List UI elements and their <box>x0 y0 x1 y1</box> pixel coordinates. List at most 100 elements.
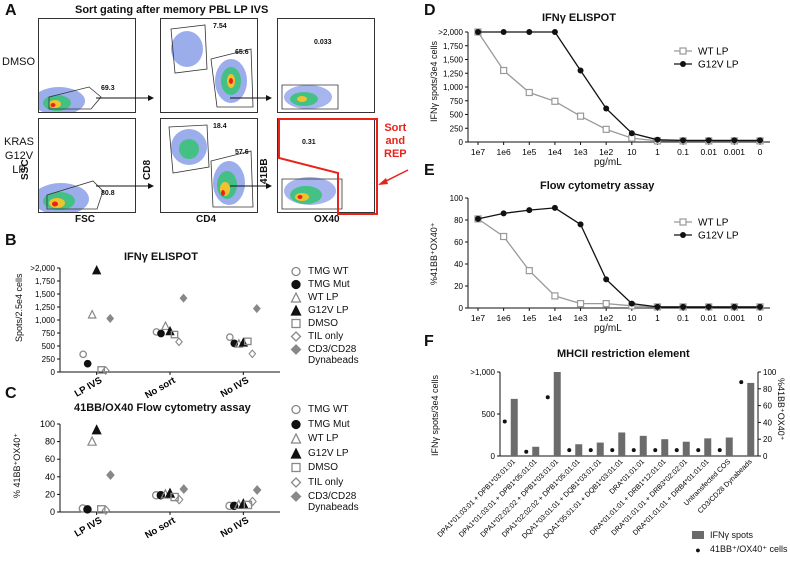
data-point <box>79 350 88 359</box>
bar <box>747 382 755 456</box>
bar <box>532 446 540 456</box>
data-point <box>577 221 584 228</box>
flow-plot-kras-cd8-cd4: 18.4 57.6 <box>160 118 258 213</box>
x-tick-label: No IVS <box>219 375 251 400</box>
legend-label: G12V LP <box>698 231 739 242</box>
data-point <box>757 303 763 310</box>
series-line <box>477 207 760 308</box>
data-point <box>91 265 102 275</box>
legend-marker <box>290 292 302 303</box>
legend-label: DMSO <box>308 318 338 329</box>
dot-point <box>717 448 722 453</box>
y-tick-label: 40 <box>45 472 55 482</box>
bar <box>639 435 647 456</box>
data-point <box>525 267 533 275</box>
data-point <box>175 337 183 347</box>
data-point <box>654 303 661 310</box>
x-tick-label: LP IVS <box>73 375 104 399</box>
legend-marker-shape <box>291 266 301 277</box>
y-tick-label: 750 <box>450 97 464 106</box>
y2-tick-label: 80 <box>763 385 772 394</box>
y-tick-label: 60 <box>45 454 55 464</box>
series-line <box>478 31 760 142</box>
bar <box>725 437 733 456</box>
data-point <box>229 501 239 511</box>
dot-point <box>674 448 679 453</box>
panel-e-title: Flow cytometry assay <box>540 180 655 192</box>
legend-label: G12V LP <box>308 305 349 316</box>
y-tick-label: 500 <box>42 342 56 351</box>
data-point <box>243 337 252 346</box>
y-tick-label: 80 <box>45 437 55 447</box>
panel-f-legend-bars: IFNγ spots <box>692 530 753 540</box>
data-point <box>500 29 507 35</box>
legend-marker <box>290 344 302 355</box>
legend-item: TMG WT <box>290 404 349 415</box>
x-tick-label: 1e4 <box>548 313 562 323</box>
panel-a-letter: A <box>5 2 17 19</box>
x-tick-label: 0.1 <box>677 147 689 157</box>
y-tick-label: 0 <box>459 138 464 147</box>
panel-b-title: IFNγ ELISPOT <box>124 251 198 263</box>
dot-point <box>631 448 636 453</box>
legend-marker-shape <box>291 419 301 429</box>
x-tick-label: 1e3 <box>573 147 587 157</box>
x-tick-label: 1e5 <box>522 147 536 157</box>
data-point <box>757 137 763 144</box>
x-tick-label: 0.1 <box>677 313 689 323</box>
data-point <box>525 88 533 97</box>
y-tick-label: 1,250 <box>443 69 464 78</box>
data-point <box>526 207 533 214</box>
panel-c-letter: C <box>5 385 17 402</box>
y-tick-label: >2,000 <box>30 264 55 273</box>
data-point <box>475 29 481 35</box>
data-point <box>500 232 508 241</box>
x-tick-label: 0.001 <box>724 147 746 157</box>
data-point <box>87 309 97 319</box>
y2-tick-label: 40 <box>763 418 772 427</box>
legend-label: WT LP <box>698 218 729 229</box>
legend-label: TIL only <box>308 476 344 488</box>
data-point <box>576 300 585 308</box>
data-point <box>91 424 102 435</box>
y2-tick-label: 60 <box>763 402 772 411</box>
legend-marker <box>291 404 301 415</box>
panel-e-xlabel: pg/mL <box>594 323 622 334</box>
data-point <box>603 105 610 112</box>
axis-fsc: FSC <box>75 214 95 225</box>
data-point <box>551 204 558 211</box>
data-point <box>475 215 481 222</box>
y-tick-label: >1,000 <box>470 368 495 377</box>
data-point <box>252 485 262 495</box>
flow-svg <box>170 24 254 108</box>
data-point <box>97 505 106 514</box>
legend-marker <box>291 318 301 329</box>
panel-e-ylabel: %41BB⁺OX40⁺ <box>429 222 439 285</box>
x-tick-label: 1e4 <box>548 147 562 157</box>
y-tick-label: 100 <box>450 194 464 203</box>
dot-point <box>502 419 507 424</box>
x-tick-label: 10 <box>627 147 637 157</box>
data-point <box>628 300 635 307</box>
gate-value: 18.4 <box>213 123 227 130</box>
panel-f-ylabel-right: %41BB⁺OX40⁺ <box>776 378 786 441</box>
legend-label: TMG Mut <box>308 279 350 290</box>
legend-label: TMG WT <box>308 404 349 415</box>
legend-item: TIL only <box>290 477 343 488</box>
data-point <box>500 210 507 217</box>
legend-marker-shape <box>290 433 302 444</box>
data-point <box>731 303 738 310</box>
legend-item: CD3/CD28 Dynabeads <box>290 344 359 366</box>
data-point <box>680 137 687 144</box>
panel-b-letter: B <box>5 232 17 249</box>
panel-d-ylabel: IFNγ spots/3e4 cells <box>429 40 439 122</box>
legend-marker <box>290 433 302 444</box>
flow-plot-dmso-41bb-ox40: 0.033 <box>277 18 375 113</box>
legend-label: TIL only <box>308 331 344 342</box>
data-point <box>526 29 533 35</box>
row-label-dmso: DMSO <box>2 56 35 68</box>
legend-marker-shape <box>290 344 302 355</box>
y-tick-label: >2,000 <box>438 28 463 37</box>
x-tick-label: 1e6 <box>497 313 511 323</box>
y-tick-label: 1,500 <box>443 56 464 65</box>
